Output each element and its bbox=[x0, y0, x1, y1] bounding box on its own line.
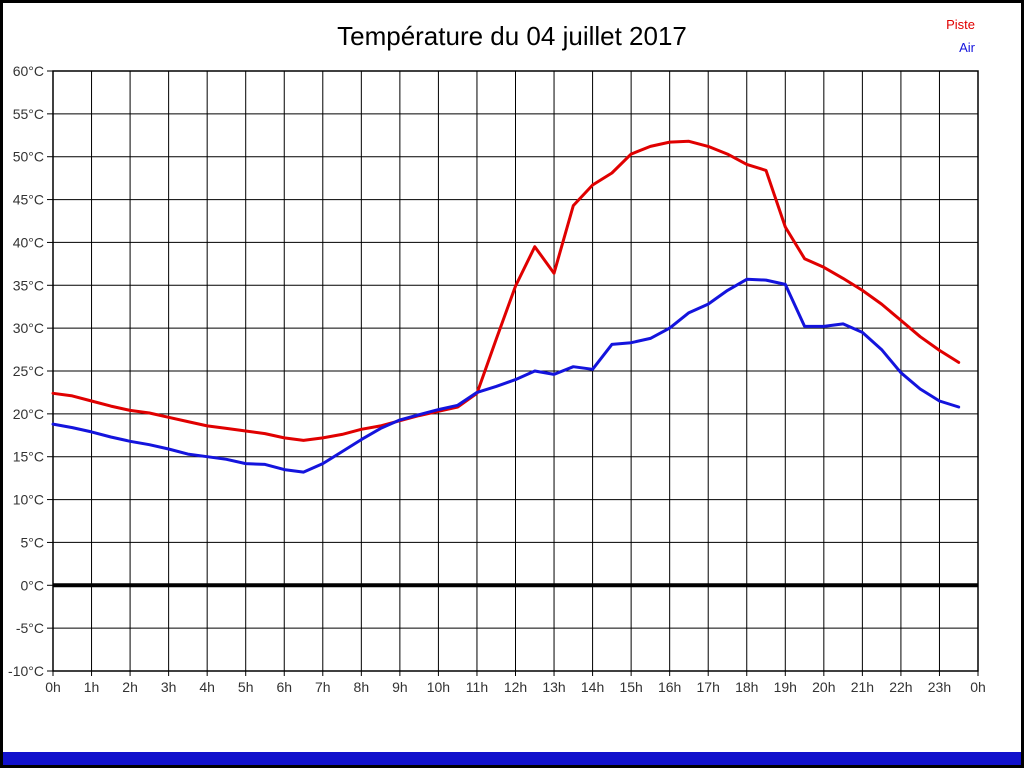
temperature-chart: 0h 1h 2h 3h 4h 5h 6h 7h 8h 9h 10h 11h 12h 13h 14h 15h 16… bbox=[8, 63, 986, 695]
svg-text:10h: 10h bbox=[427, 679, 450, 695]
svg-text:7h: 7h bbox=[315, 679, 331, 695]
chart-legend: Piste Air bbox=[946, 13, 975, 59]
svg-text:4h: 4h bbox=[199, 679, 215, 695]
svg-text:18h: 18h bbox=[735, 679, 758, 695]
svg-text:15°C: 15°C bbox=[13, 449, 44, 465]
svg-text:45°C: 45°C bbox=[13, 192, 44, 208]
svg-text:10°C: 10°C bbox=[13, 492, 44, 508]
svg-text:16h: 16h bbox=[658, 679, 681, 695]
svg-text:0h: 0h bbox=[970, 679, 986, 695]
svg-text:20h: 20h bbox=[812, 679, 835, 695]
legend-air: Air bbox=[959, 40, 975, 55]
svg-text:9h: 9h bbox=[392, 679, 408, 695]
svg-text:40°C: 40°C bbox=[13, 234, 44, 250]
svg-text:30°C: 30°C bbox=[13, 320, 44, 336]
svg-text:13h: 13h bbox=[542, 679, 565, 695]
svg-text:25°C: 25°C bbox=[13, 363, 44, 379]
svg-text:35°C: 35°C bbox=[13, 277, 44, 293]
svg-text:55°C: 55°C bbox=[13, 106, 44, 122]
svg-text:21h: 21h bbox=[851, 679, 874, 695]
svg-text:1h: 1h bbox=[84, 679, 100, 695]
svg-text:-5°C: -5°C bbox=[16, 620, 44, 636]
svg-text:8h: 8h bbox=[354, 679, 370, 695]
svg-text:0h: 0h bbox=[45, 679, 61, 695]
footer-bar bbox=[3, 752, 1021, 765]
svg-text:23h: 23h bbox=[928, 679, 951, 695]
svg-text:14h: 14h bbox=[581, 679, 604, 695]
svg-text:0°C: 0°C bbox=[21, 577, 45, 593]
svg-text:15h: 15h bbox=[619, 679, 642, 695]
svg-text:12h: 12h bbox=[504, 679, 527, 695]
svg-text:-10°C: -10°C bbox=[8, 663, 44, 679]
svg-text:2h: 2h bbox=[122, 679, 138, 695]
legend-piste: Piste bbox=[946, 17, 975, 32]
svg-text:20°C: 20°C bbox=[13, 406, 44, 422]
svg-text:60°C: 60°C bbox=[13, 63, 44, 79]
svg-text:5°C: 5°C bbox=[21, 534, 45, 550]
svg-text:17h: 17h bbox=[697, 679, 720, 695]
svg-text:19h: 19h bbox=[774, 679, 797, 695]
svg-text:3h: 3h bbox=[161, 679, 177, 695]
svg-text:5h: 5h bbox=[238, 679, 254, 695]
svg-text:11h: 11h bbox=[466, 679, 488, 695]
svg-text:22h: 22h bbox=[889, 679, 912, 695]
chart-title: Température du 04 juillet 2017 bbox=[337, 21, 687, 51]
svg-text:6h: 6h bbox=[276, 679, 292, 695]
svg-text:50°C: 50°C bbox=[13, 149, 44, 165]
